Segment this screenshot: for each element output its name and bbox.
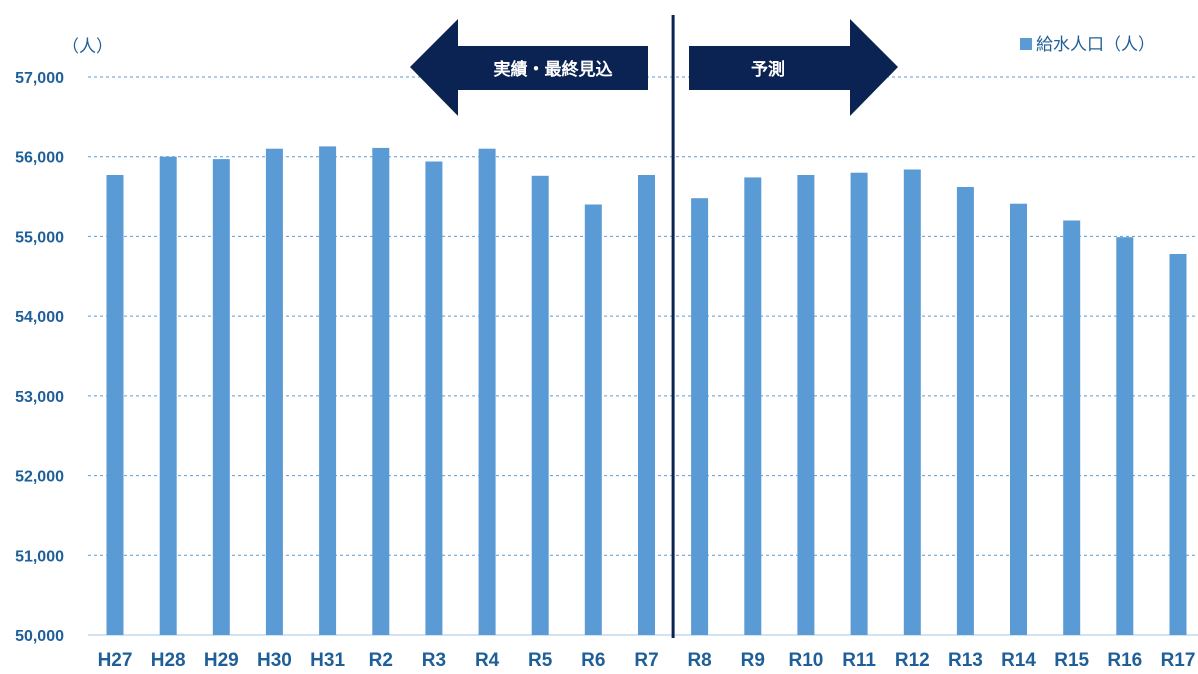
y-tick-label: 52,000 (15, 469, 64, 486)
x-axis-ticks: H27 H28 H29 H30 H31 R2 R3 R4 R5 R6 R7 R8 R9 R10 R11 R12… (98, 650, 1196, 671)
bar-R7 (638, 175, 655, 635)
bar-R6 (584, 204, 602, 635)
bar-R11 (850, 172, 868, 635)
x-tick-label: R4 (475, 650, 500, 671)
y-axis-unit-label: （人） (62, 37, 113, 57)
x-tick-label: R5 (528, 650, 553, 671)
x-tick-label: R10 (788, 650, 823, 671)
bars (106, 146, 1187, 636)
bar-H31 (319, 146, 337, 635)
bar-R9 (744, 177, 762, 635)
actual-arrow: 実績・最終見込 (410, 19, 648, 116)
x-tick-label: H30 (257, 650, 292, 671)
x-tick-label: R3 (422, 650, 446, 671)
bar-R10 (797, 175, 815, 635)
y-axis-ticks: 50,000 51,000 52,000 53,000 54,000 55,000 56,0… (15, 70, 64, 645)
bar-R12 (903, 169, 921, 635)
left-arrow-shape (410, 19, 648, 116)
legend-swatch (1020, 38, 1032, 50)
x-tick-label: H29 (204, 650, 239, 671)
y-tick-label: 50,000 (15, 628, 64, 645)
x-tick-label: R11 (842, 650, 876, 671)
bar-H30 (265, 148, 283, 635)
right-arrow-shape (689, 19, 898, 116)
x-tick-label: R2 (369, 650, 393, 671)
bar-R16 (1116, 237, 1134, 635)
x-tick-label: H31 (310, 650, 345, 671)
bar-R17 (1169, 254, 1187, 635)
bar-R2 (372, 147, 390, 635)
y-tick-label: 53,000 (15, 389, 64, 406)
legend-label: 給水人口（人） (1036, 35, 1155, 55)
y-tick-label: 57,000 (15, 70, 64, 87)
y-tick-label: 55,000 (15, 229, 64, 246)
bar-R3 (425, 161, 443, 635)
x-tick-label: H27 (98, 650, 133, 671)
right-arrow-label: 予測 (751, 59, 785, 80)
bar-H29 (212, 159, 230, 635)
x-tick-label: H28 (151, 650, 186, 671)
legend: 給水人口（人） (1020, 35, 1155, 55)
x-tick-label: R14 (1001, 650, 1036, 671)
x-tick-label: R7 (634, 650, 658, 671)
x-tick-label: R16 (1107, 650, 1142, 671)
bar-R5 (531, 175, 549, 636)
y-tick-label: 51,000 (15, 548, 64, 565)
x-tick-label: R17 (1161, 650, 1196, 671)
x-tick-label: R15 (1054, 650, 1089, 671)
y-tick-label: 56,000 (15, 150, 64, 167)
bar-H27 (106, 175, 124, 635)
x-tick-label: R13 (948, 650, 983, 671)
bar-H28 (159, 156, 177, 635)
bar-R13 (956, 187, 974, 635)
left-arrow-label: 実績・最終見込 (494, 59, 613, 80)
y-tick-label: 54,000 (15, 309, 64, 326)
forecast-arrow: 予測 (689, 19, 898, 116)
bar-R14 (1010, 203, 1027, 635)
x-tick-label: R9 (741, 650, 765, 671)
bar-R15 (1063, 220, 1081, 635)
x-tick-label: R6 (581, 650, 605, 671)
bar-R8 (691, 198, 709, 635)
bar-R4 (478, 148, 496, 635)
x-tick-label: R12 (895, 650, 930, 671)
x-tick-label: R8 (687, 650, 711, 671)
